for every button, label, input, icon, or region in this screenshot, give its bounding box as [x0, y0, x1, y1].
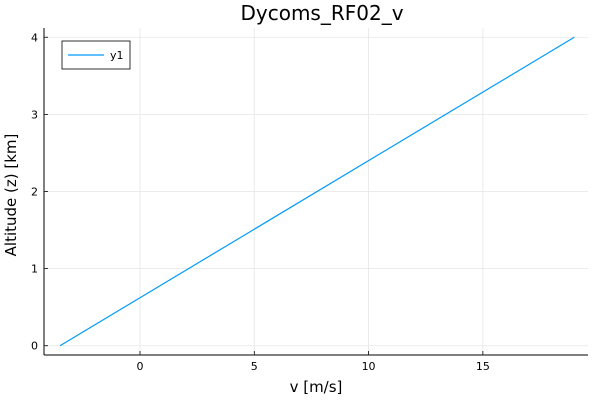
y-axis: 0 1 2 3 4	[31, 31, 48, 353]
x-tick-label: 15	[476, 360, 490, 373]
x-tick-label: 5	[251, 360, 258, 373]
y-tick-label: 4	[31, 31, 38, 44]
y-axis-label: Altitude (z) [km]	[2, 134, 20, 257]
x-axis: 0 5 10 15	[137, 351, 490, 373]
y-tick-label: 0	[31, 340, 38, 353]
x-tick-label: 10	[362, 360, 376, 373]
y-tick-label: 3	[31, 108, 38, 121]
series-group	[59, 36, 575, 347]
y-tick-label: 2	[31, 186, 38, 199]
series-line-y1	[59, 36, 575, 347]
chart-title: Dycoms_RF02_v	[240, 1, 403, 25]
x-axis-label: v [m/s]	[290, 378, 343, 396]
y-tick-label: 1	[31, 263, 38, 276]
legend-label-y1: y1	[110, 49, 124, 62]
x-tick-label: 0	[137, 360, 144, 373]
legend: y1	[61, 40, 131, 70]
